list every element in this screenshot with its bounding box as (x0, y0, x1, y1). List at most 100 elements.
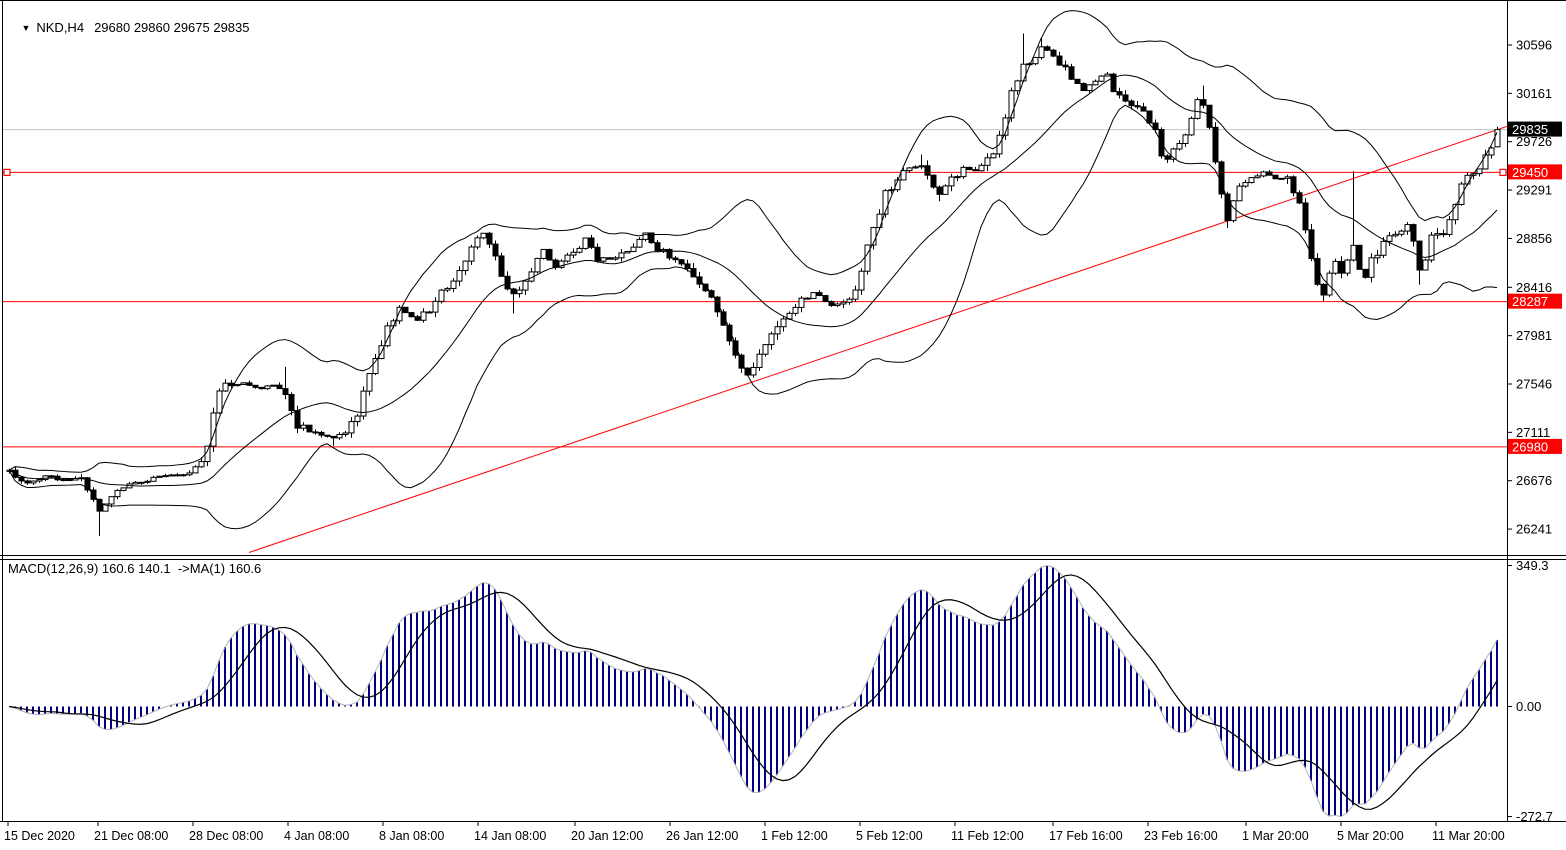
candle (606, 257, 613, 260)
candle (1296, 190, 1303, 205)
candle (1188, 116, 1195, 136)
candle (216, 388, 223, 415)
candle (546, 248, 553, 261)
candle (654, 240, 661, 253)
candle (504, 271, 511, 291)
time-axis-label: 20 Jan 12:00 (571, 829, 643, 843)
candle (282, 366, 289, 400)
current-price-tag-text: 29835 (1512, 122, 1548, 137)
candle (540, 248, 547, 260)
candle (990, 152, 997, 159)
candle (1308, 224, 1315, 262)
candle (24, 479, 31, 485)
macd-signal-line (8, 574, 1498, 810)
candle (174, 473, 181, 477)
candle (624, 250, 631, 254)
candle (1488, 146, 1495, 159)
candle (906, 166, 913, 173)
candle (1062, 60, 1069, 71)
candle (1182, 133, 1189, 147)
candle (96, 498, 103, 536)
candle (1254, 173, 1261, 179)
candle (756, 349, 763, 372)
candle (456, 266, 463, 286)
candle (1374, 249, 1381, 264)
candle (192, 465, 199, 474)
hline-drag-handle[interactable] (1499, 168, 1507, 176)
candle (1212, 122, 1219, 165)
candle (1194, 97, 1201, 120)
candle (360, 386, 367, 420)
candle (1302, 198, 1309, 234)
candle (336, 432, 343, 440)
candle (1320, 283, 1327, 302)
time-axis-label: 26 Jan 12:00 (666, 829, 738, 843)
candle (162, 473, 169, 478)
candle (1068, 63, 1075, 80)
candle (570, 248, 577, 259)
time-axis-label: 1 Mar 20:00 (1242, 829, 1309, 843)
candle (1272, 174, 1279, 180)
hline-price-tag[interactable] (1508, 293, 1562, 309)
candle (384, 322, 391, 348)
candle (702, 283, 709, 293)
chart-dropdown-icon[interactable]: ▼ (21, 23, 31, 33)
candle (312, 429, 319, 435)
hline-drag-handle[interactable] (3, 168, 11, 176)
candle (1428, 232, 1435, 263)
symbol-period-label: NKD,H4 (36, 20, 85, 35)
macd-histogram (14, 565, 1498, 817)
candle (1134, 101, 1141, 110)
macd-layer (8, 564, 1498, 818)
candle (1248, 177, 1255, 184)
time-axis-label: 14 Jan 08:00 (474, 829, 546, 843)
candle (660, 247, 667, 254)
candle (618, 248, 625, 262)
candle (1050, 48, 1057, 58)
candle (1278, 177, 1285, 180)
candle (1116, 87, 1123, 99)
candle (114, 489, 121, 500)
candle (1122, 90, 1129, 103)
candle (348, 417, 355, 438)
candle (600, 256, 607, 263)
hline-price-tag[interactable] (1508, 164, 1562, 180)
candle (132, 481, 139, 485)
candle (804, 297, 811, 300)
candle (912, 165, 919, 169)
candle (1080, 82, 1087, 92)
candle (558, 259, 565, 269)
candle (1362, 268, 1369, 279)
candle (978, 163, 985, 172)
candle (924, 160, 931, 180)
candle (864, 244, 871, 275)
candle (522, 280, 529, 296)
candle (150, 475, 157, 482)
ohlc-values: 29680 29860 29675 29835 (94, 20, 250, 35)
hline-price-tag-text: 26980 (1512, 439, 1548, 454)
candle (798, 296, 805, 313)
candle (1038, 37, 1045, 60)
candle (1338, 256, 1345, 279)
candle (1410, 223, 1417, 247)
time-axis-label: 4 Jan 08:00 (284, 829, 349, 843)
candle (720, 309, 727, 326)
candle (240, 382, 247, 385)
candle (330, 435, 337, 446)
candle (438, 288, 445, 304)
candle (828, 300, 835, 307)
candle (1230, 199, 1237, 223)
price-axis-label: 27546 (1516, 377, 1552, 392)
candle (1476, 168, 1483, 177)
time-axis: 15 Dec 2020 21 Dec 08:00 28 Dec 08:00 4 Jan… (4, 821, 1505, 843)
hline-price-tag[interactable] (1508, 438, 1562, 454)
candle (1266, 169, 1273, 176)
candle (138, 481, 145, 485)
candle (270, 384, 277, 387)
bollinger-lower-band (8, 104, 1498, 530)
time-axis-label: 1 Feb 12:00 (761, 829, 828, 843)
candle (306, 424, 313, 433)
candle (1332, 258, 1339, 275)
candle (576, 246, 583, 254)
